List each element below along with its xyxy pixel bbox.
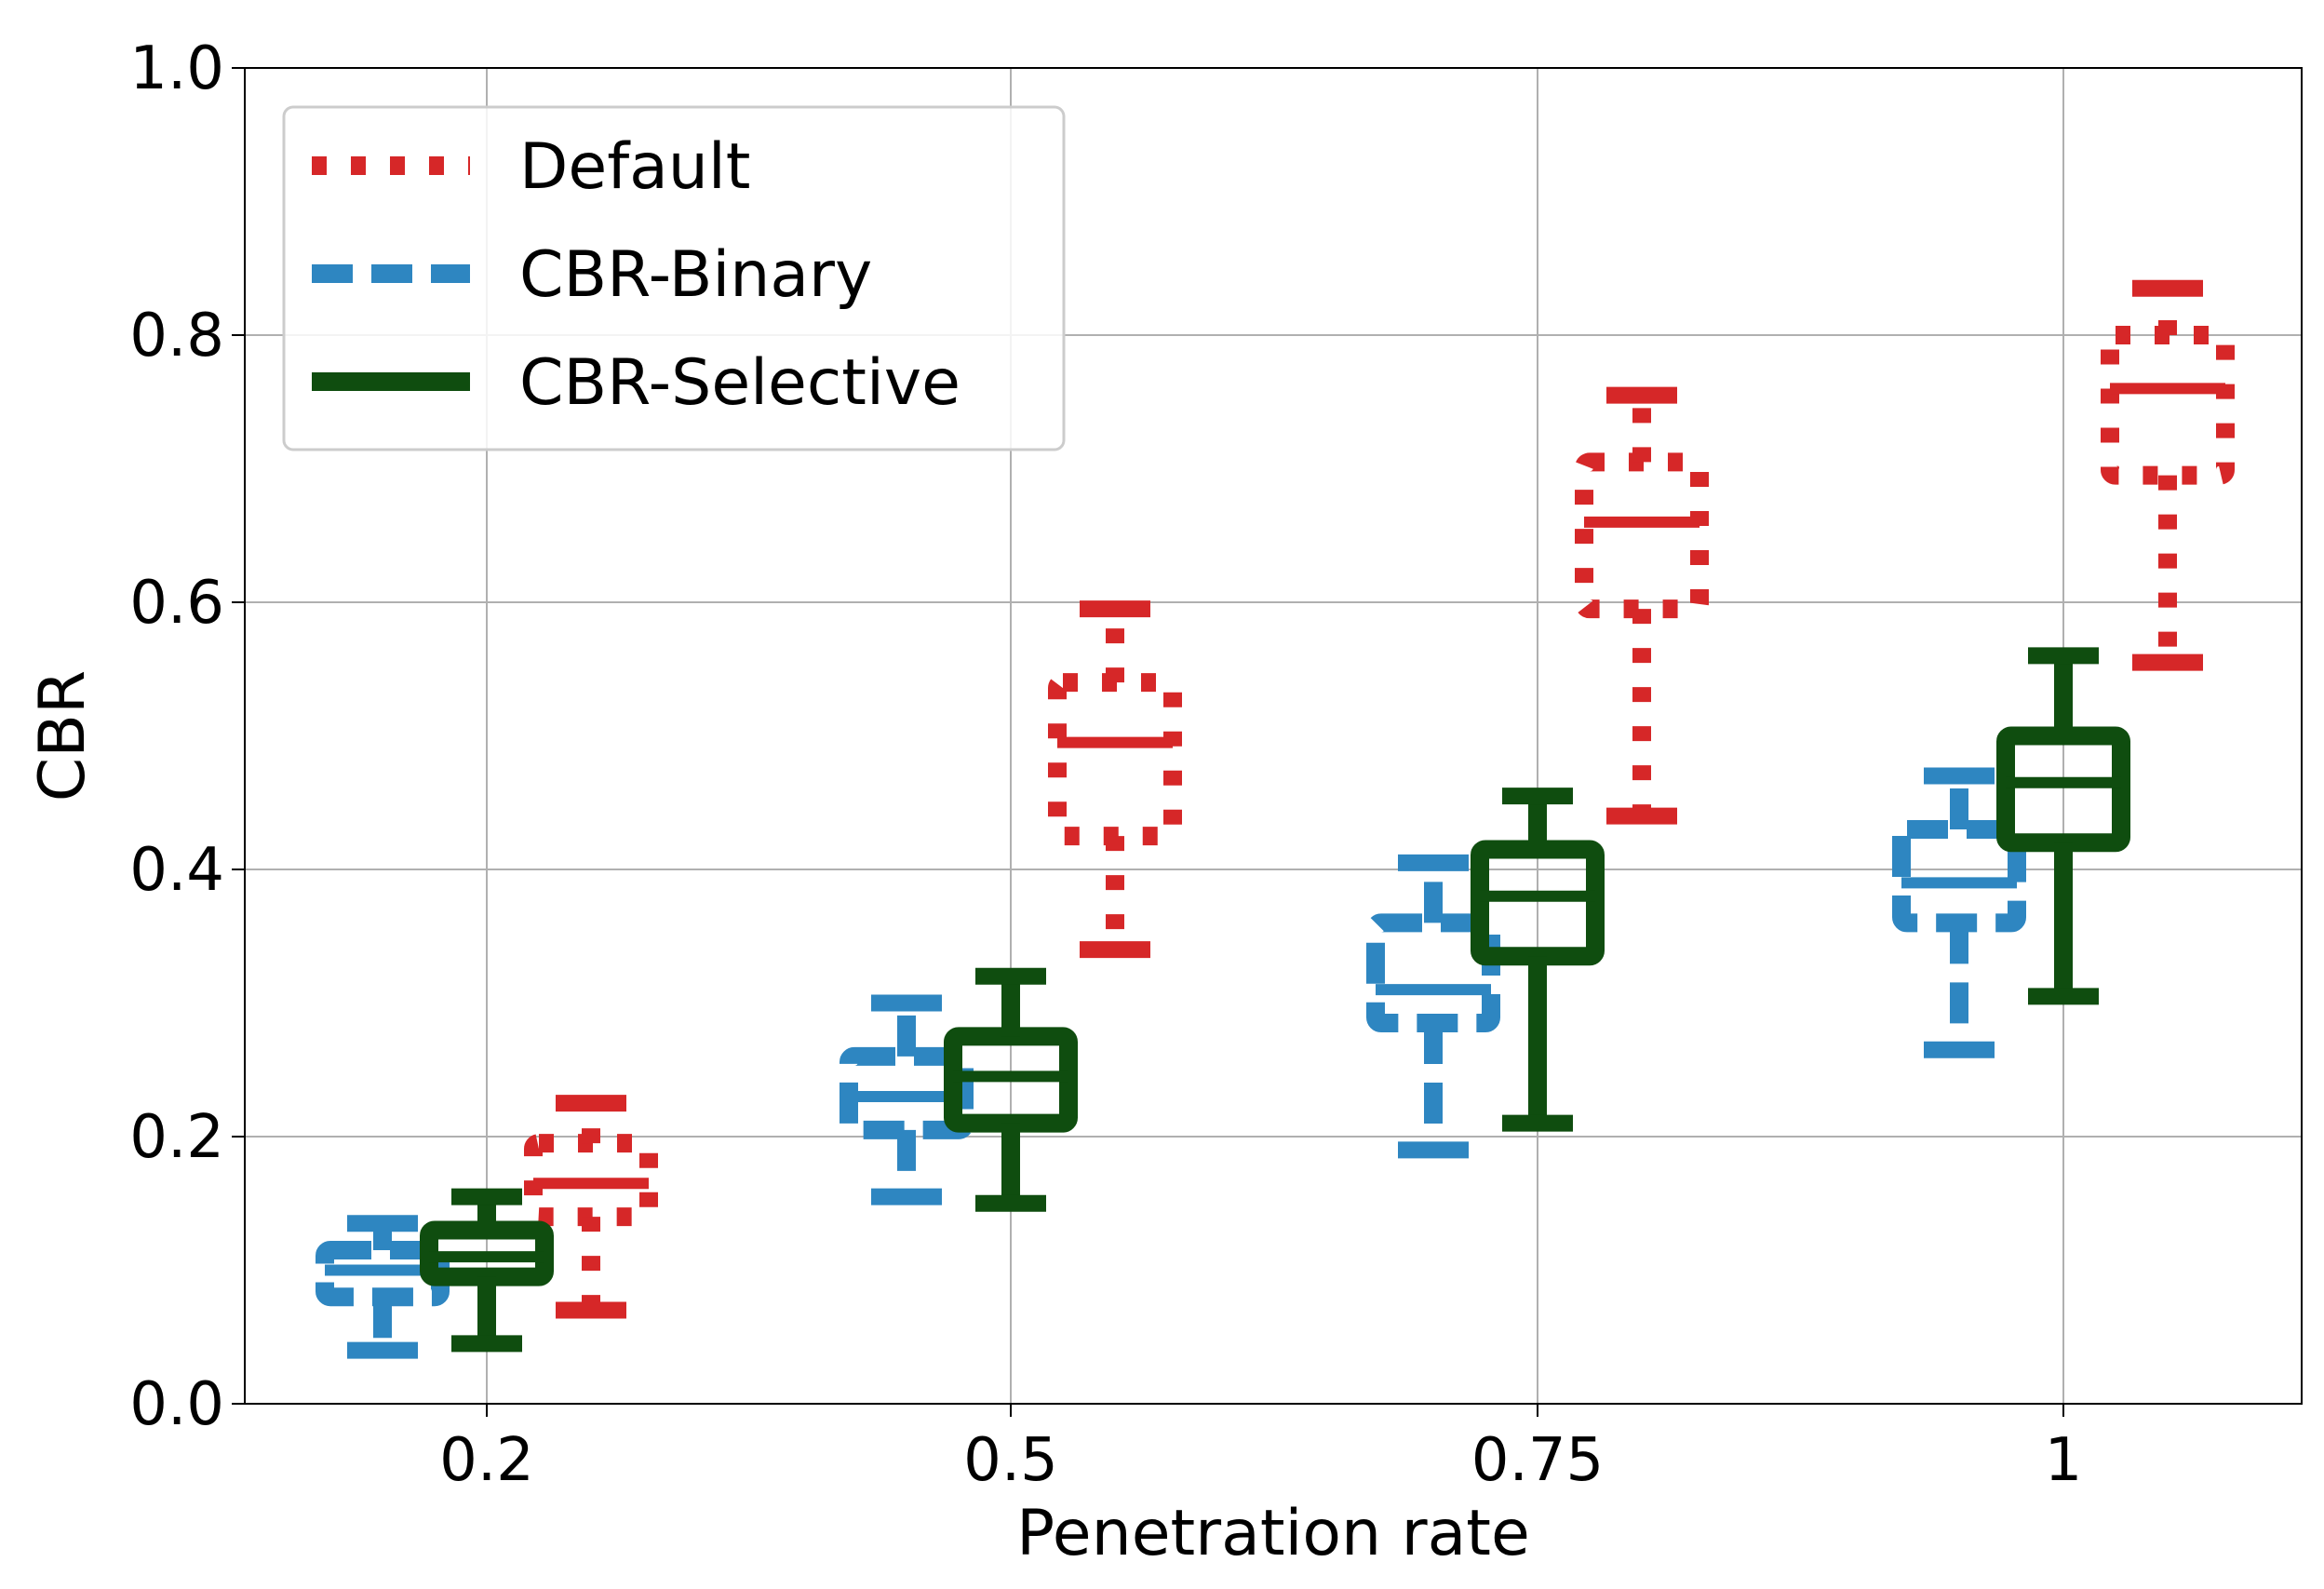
box-cbr-binary-1 — [1892, 767, 2026, 1058]
y-tick-label: 0.4 — [129, 836, 224, 905]
y-tick-label: 0.8 — [129, 302, 224, 370]
box-default-0.5 — [1048, 600, 1182, 959]
y-tick-label: 1.0 — [129, 34, 224, 103]
y-tick-label: 0.6 — [129, 569, 224, 638]
legend-box — [282, 105, 1066, 451]
series-cbr-selective — [420, 647, 2130, 1353]
box-default-0.75 — [1575, 386, 1709, 825]
x-axis-label: Penetration rate — [1016, 1497, 1530, 1570]
series-default — [524, 279, 2235, 1319]
legend: Default CBR-Binary CBR-Selective — [282, 105, 1066, 451]
y-axis-label: CBR — [26, 670, 100, 801]
x-tick-label: 0.5 — [963, 1426, 1058, 1495]
x-axis-ticks: 0.2 0.5 0.75 1 — [439, 1404, 2082, 1495]
box-series — [316, 279, 2235, 1359]
x-tick-label: 0.2 — [439, 1426, 534, 1495]
box-cbr-selective-0.5 — [944, 967, 1078, 1212]
box-default-1 — [2101, 279, 2235, 671]
box-cbr-selective-0.75 — [1471, 788, 1605, 1132]
box-cbr-selective-1 — [1996, 647, 2130, 1005]
box-cbr-binary-0.75 — [1366, 854, 1500, 1159]
box-default-0.2 — [524, 1095, 658, 1319]
plot-frame — [244, 67, 2303, 1405]
legend-label-default: Default — [519, 130, 750, 204]
x-tick-label: 1 — [2045, 1426, 2083, 1495]
box-body — [1048, 673, 1182, 846]
box-body — [1575, 452, 1709, 619]
series-cbr-binary — [316, 767, 2026, 1359]
y-tick-label: 0.2 — [129, 1103, 224, 1172]
box-cbr-selective-0.2 — [420, 1188, 554, 1353]
y-axis-ticks: 0.0 0.2 0.4 0.6 0.8 1.0 — [129, 34, 245, 1439]
x-tick-label: 0.75 — [1471, 1426, 1605, 1495]
y-tick-label: 0.0 — [129, 1370, 224, 1439]
box-body — [2101, 326, 2235, 485]
legend-label-cbr-selective: CBR-Selective — [519, 346, 960, 420]
legend-label-cbr-binary: CBR-Binary — [519, 238, 872, 312]
